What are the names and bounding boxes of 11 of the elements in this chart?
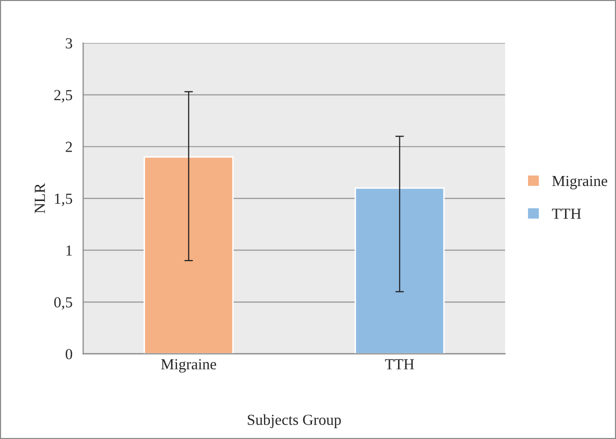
y-tick-label: 3 <box>66 38 72 48</box>
y-tick-label: 2 <box>66 142 72 152</box>
y-tick-label: 2,5 <box>54 90 72 102</box>
legend-label: Migraine <box>552 176 608 190</box>
y-tick-label: 0 <box>66 348 72 360</box>
legend-label: TTH <box>552 208 582 219</box>
x-axis-title: Subjects Group <box>248 414 341 428</box>
y-tick-label: 1,5 <box>54 194 72 206</box>
y-tick-label: 1 <box>66 245 72 256</box>
y-axis-title: NLR <box>34 183 45 214</box>
y-tick-label: 0,5 <box>54 297 72 310</box>
